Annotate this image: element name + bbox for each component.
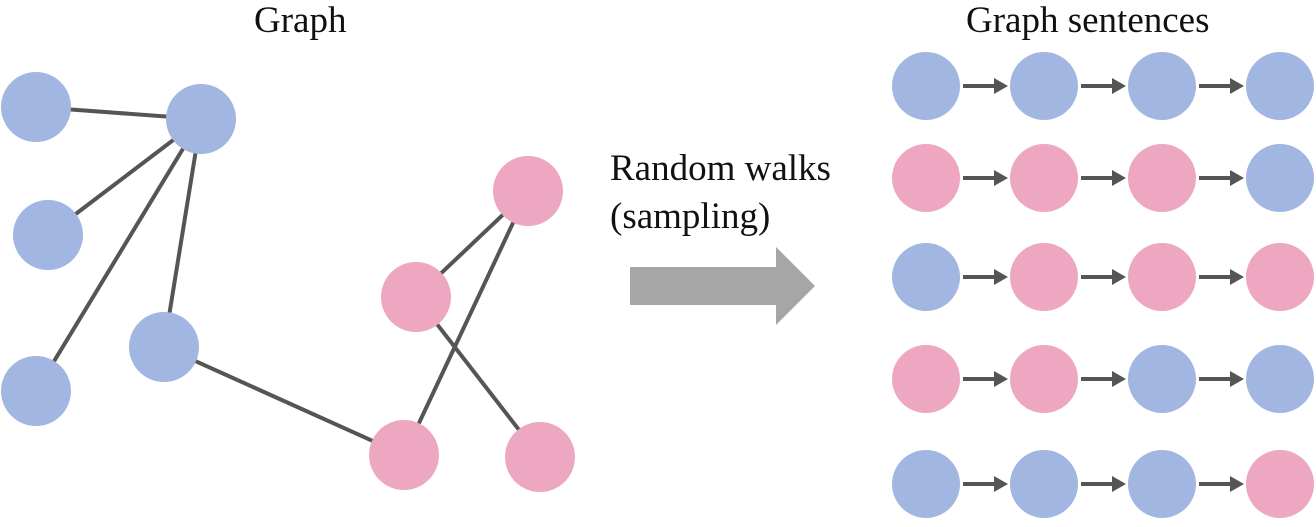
graph-sentences xyxy=(892,52,1314,518)
graph-node-pink xyxy=(381,262,451,332)
sentence-node-pink xyxy=(1010,345,1078,413)
graph-edge xyxy=(435,322,521,432)
sentence-node-blue xyxy=(1010,450,1078,518)
graph-edges xyxy=(52,107,521,443)
graph-sentence xyxy=(892,345,1314,413)
graph-node-blue xyxy=(13,200,83,270)
graph-edge xyxy=(167,151,198,315)
graph-edge xyxy=(73,138,176,216)
graph-edge xyxy=(416,220,516,426)
sentence-node-blue xyxy=(892,52,960,120)
graph-sentence xyxy=(892,243,1314,311)
sentence-arrow-head xyxy=(1112,476,1126,492)
graph-edge xyxy=(193,359,375,443)
sentence-node-blue xyxy=(1128,52,1196,120)
sentence-node-pink xyxy=(1010,144,1078,212)
graph-edge xyxy=(52,146,185,364)
graph-node-pink xyxy=(505,422,575,492)
sentence-node-pink xyxy=(1246,450,1314,518)
sentence-arrow-head xyxy=(1112,170,1126,186)
sentence-node-pink xyxy=(1128,144,1196,212)
sentence-node-pink xyxy=(1010,243,1078,311)
sentence-arrow-head xyxy=(1230,170,1244,186)
graph-nodes xyxy=(1,72,575,492)
sampling-arrow xyxy=(630,247,815,325)
graph-node-pink xyxy=(369,420,439,490)
sentence-arrow-head xyxy=(994,170,1008,186)
graph-sentence xyxy=(892,450,1314,518)
graph-node-pink xyxy=(493,156,563,226)
sentence-arrow-head xyxy=(1112,269,1126,285)
graph-sentence xyxy=(892,144,1314,212)
graph-sentence xyxy=(892,52,1314,120)
random-walks-label: Random walks xyxy=(610,148,831,189)
sentence-arrow-head xyxy=(1230,371,1244,387)
sentence-node-blue xyxy=(1246,345,1314,413)
sampling-arrow-shape xyxy=(630,247,815,325)
sentence-node-blue xyxy=(1246,144,1314,212)
sentence-node-blue xyxy=(892,450,960,518)
sampling-label: (sampling) xyxy=(610,196,771,237)
graph-node-blue xyxy=(129,312,199,382)
sentence-node-blue xyxy=(1246,52,1314,120)
sentence-node-blue xyxy=(1010,52,1078,120)
sentence-arrow-head xyxy=(1112,371,1126,387)
sentence-node-pink xyxy=(892,345,960,413)
sentence-arrow-head xyxy=(1230,269,1244,285)
sentence-node-blue xyxy=(1128,450,1196,518)
sentence-arrow-head xyxy=(1112,78,1126,94)
sentence-arrow-head xyxy=(994,78,1008,94)
sentence-node-blue xyxy=(892,243,960,311)
sentence-node-pink xyxy=(892,144,960,212)
sentence-node-pink xyxy=(1128,243,1196,311)
sentence-arrow-head xyxy=(1230,476,1244,492)
graph-node-blue xyxy=(1,72,71,142)
sentence-node-blue xyxy=(1128,345,1196,413)
graph-edge xyxy=(68,107,169,119)
graph-node-blue xyxy=(1,356,71,426)
sentence-arrow-head xyxy=(994,371,1008,387)
sentence-arrow-head xyxy=(1230,78,1244,94)
graph-edge xyxy=(439,213,505,275)
sentence-arrow-head xyxy=(994,269,1008,285)
graph-sentences-title: Graph sentences xyxy=(966,0,1210,41)
sentence-arrow-head xyxy=(994,476,1008,492)
graph-title: Graph xyxy=(254,0,347,41)
sentence-node-pink xyxy=(1246,243,1314,311)
graph-node-blue xyxy=(166,84,236,154)
